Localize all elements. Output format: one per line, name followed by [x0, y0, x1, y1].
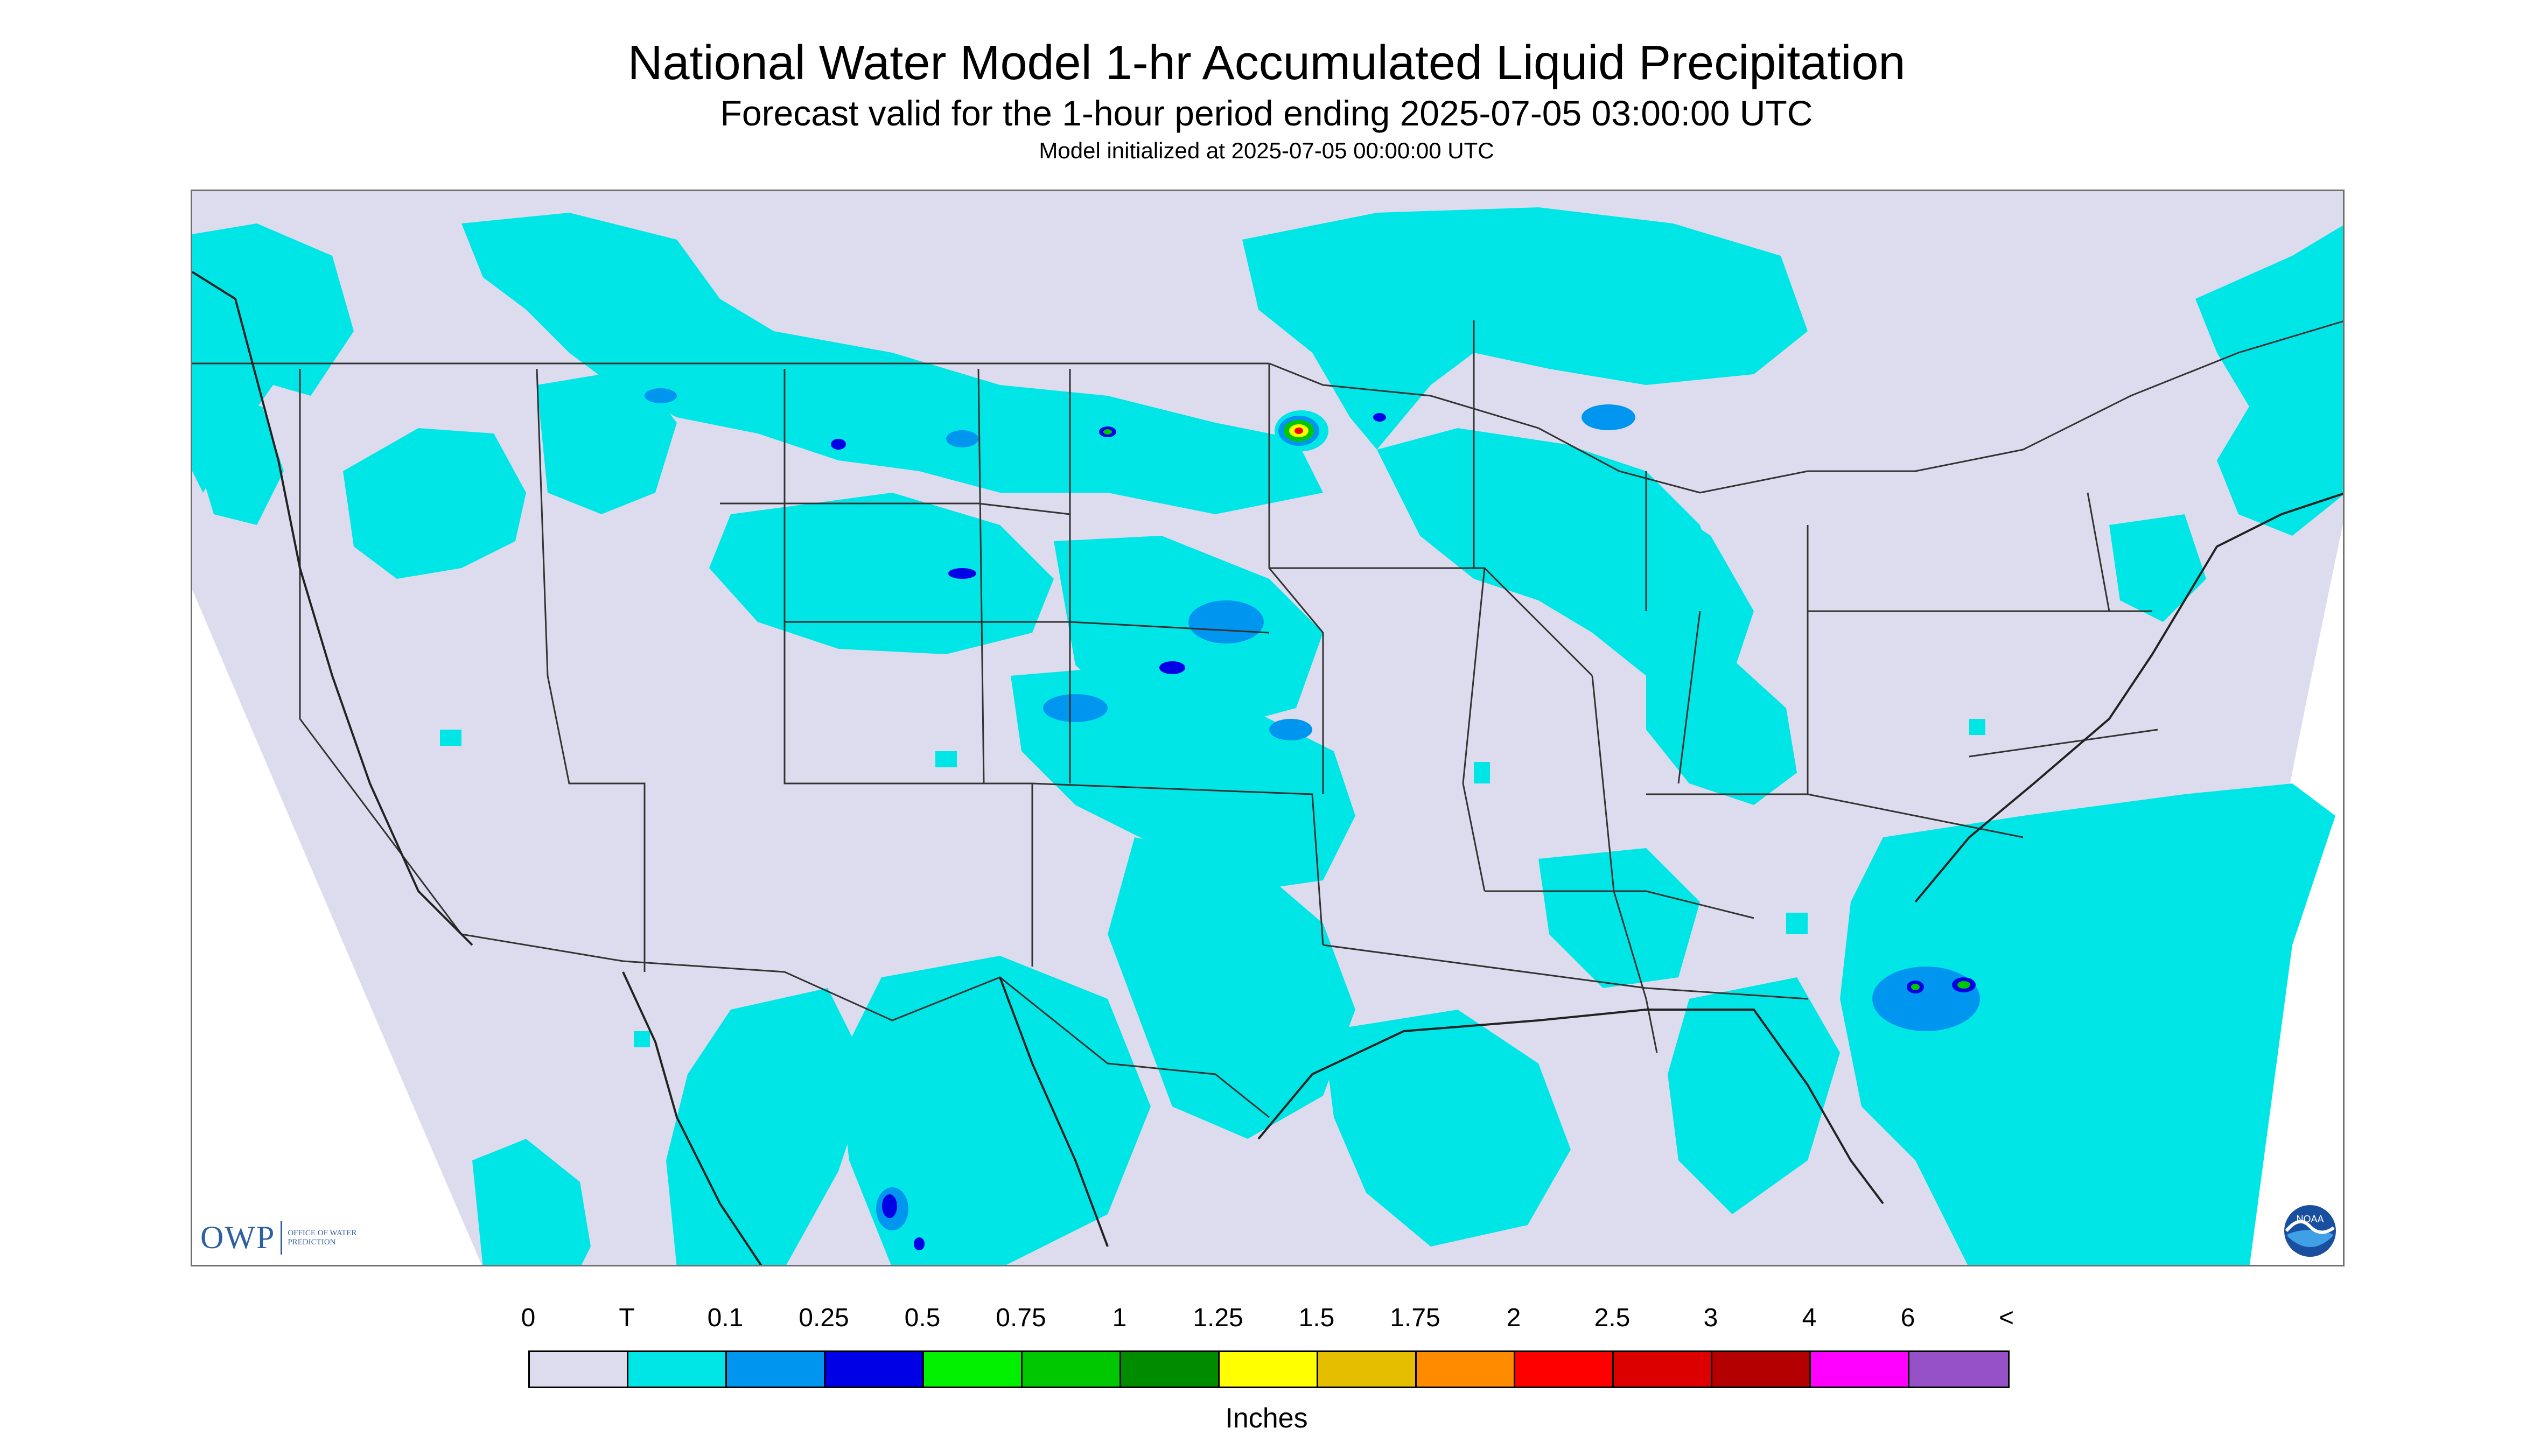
map-canvas — [192, 191, 2343, 1265]
precipitation-map — [191, 190, 2345, 1266]
legend-tick-label: 1.25 — [1193, 1304, 1243, 1332]
coastlines — [192, 271, 2343, 1265]
legend-tick-label: < — [1998, 1304, 2014, 1332]
legend-tick-label: 0.25 — [799, 1304, 849, 1332]
legend-swatch — [530, 1352, 628, 1387]
legend-tick-label: T — [619, 1304, 635, 1332]
legend-tick-label: 2.5 — [1594, 1304, 1631, 1332]
noaa-logo: NOAA — [2283, 1204, 2337, 1261]
legend-swatch — [1220, 1352, 1318, 1387]
legend-swatch — [1023, 1352, 1121, 1387]
precip-storm-cores — [1099, 410, 1976, 993]
legend-swatch — [1614, 1352, 1712, 1387]
legend-swatch — [1318, 1352, 1417, 1387]
legend-tick-label: 1 — [1112, 1304, 1127, 1332]
legend-swatch — [1909, 1352, 2008, 1387]
legend-swatch — [1417, 1352, 1515, 1387]
legend-swatch — [1515, 1352, 1614, 1387]
legend-tick-label: 0 — [521, 1304, 536, 1332]
legend-swatch — [628, 1352, 727, 1387]
legend-tick-label: 2 — [1506, 1304, 1521, 1332]
legend-colorbar — [528, 1350, 2010, 1388]
legend-tick-label: 0.75 — [996, 1304, 1046, 1332]
legend-tick-label: 1.5 — [1298, 1304, 1335, 1332]
legend-swatch — [1121, 1352, 1220, 1387]
owp-logo-divider — [281, 1221, 283, 1255]
legend-swatch — [924, 1352, 1023, 1387]
noaa-logo-icon: NOAA — [2284, 1205, 2336, 1257]
legend-labels: 0 T 0.1 0.25 0.5 0.75 1 1.25 1.5 1.75 2 2.5 3 4 6 < — [0, 1303, 2533, 1335]
legend-swatch — [727, 1352, 825, 1387]
owp-logo-mark: OWP — [200, 1220, 276, 1255]
political-boundaries — [192, 320, 2343, 1118]
model-init-text: Model initialized at 2025-07-05 00:00:00… — [1039, 138, 1494, 163]
precip-heavy-areas — [831, 413, 1386, 1250]
map-subtitle: Forecast valid for the 1-hour period end… — [720, 93, 1813, 133]
owp-logo: OWP OFFICE OF WATER PREDICTION — [200, 1219, 358, 1256]
legend-tick-label: 3 — [1703, 1304, 1718, 1332]
map-title: National Water Model 1-hr Accumulated Li… — [627, 36, 1906, 90]
legend-swatch — [825, 1352, 924, 1387]
legend-swatch — [1712, 1352, 1811, 1387]
legend-tick-label: 0.5 — [904, 1304, 941, 1332]
legend-swatch — [1811, 1352, 1909, 1387]
legend-tick-label: 1.75 — [1390, 1304, 1440, 1332]
noaa-logo-text: NOAA — [2296, 1214, 2324, 1224]
owp-logo-subtext: OFFICE OF WATER PREDICTION — [288, 1228, 357, 1247]
legend-tick-label: 0.1 — [707, 1304, 744, 1332]
precip-trace-areas — [192, 207, 2343, 1265]
legend-unit-label: Inches — [1225, 1403, 1308, 1434]
legend-tick-label: 4 — [1802, 1304, 1817, 1332]
legend-tick-label: 6 — [1900, 1304, 1915, 1332]
